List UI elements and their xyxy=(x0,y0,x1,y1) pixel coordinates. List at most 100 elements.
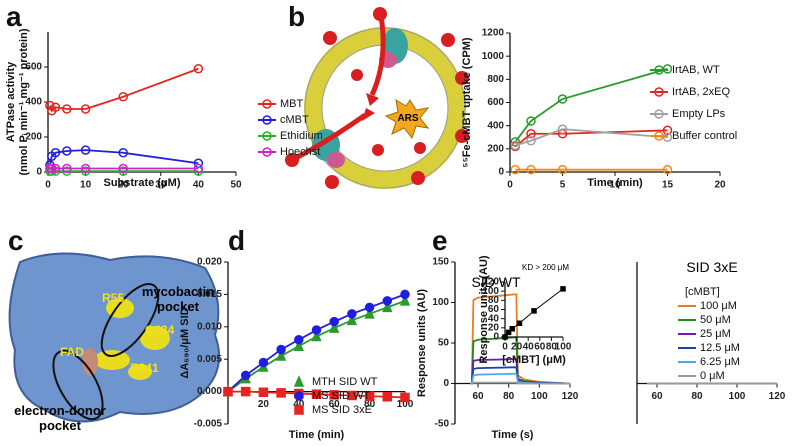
point xyxy=(47,163,57,174)
point xyxy=(329,316,339,327)
y-tick-label: 200 xyxy=(25,132,42,143)
point xyxy=(50,148,61,158)
legend-label: Empty LPs xyxy=(672,108,726,120)
point xyxy=(364,302,375,313)
x-tick-label: 40 xyxy=(523,342,535,353)
x-tick-label: 0 xyxy=(507,180,513,191)
y-tick-label: 0.010 xyxy=(197,321,222,332)
legend-label: Buffer control xyxy=(672,130,737,142)
panel-letter: e xyxy=(432,225,448,256)
point xyxy=(531,308,537,314)
legend-label: 50 μM xyxy=(700,314,731,326)
pocket-label: mycobactin xyxy=(142,284,214,299)
panel-letter: a xyxy=(6,1,22,32)
point xyxy=(516,320,523,326)
surface xyxy=(8,252,221,423)
x-tick-label: 0 xyxy=(502,342,508,353)
legend-label: IrtAB, 2xEQ xyxy=(672,86,731,98)
point xyxy=(526,129,536,139)
point xyxy=(240,386,251,397)
point xyxy=(80,145,91,155)
legend-label: Hoechst xyxy=(280,146,320,158)
y-tick-label: 600 xyxy=(25,62,42,73)
liposome-diagram: ARS xyxy=(285,7,469,189)
panel-letter: c xyxy=(8,225,24,256)
residue-patches xyxy=(94,298,170,380)
legend-marker xyxy=(262,147,272,157)
legend-label: Ethidium xyxy=(280,130,323,142)
point xyxy=(223,386,233,397)
point xyxy=(193,166,204,176)
transport-arrow xyxy=(369,15,386,97)
legend-marker xyxy=(294,391,304,401)
point xyxy=(509,326,515,332)
pocket-label: electron-donor xyxy=(14,403,106,418)
y-tick-label: 0 xyxy=(493,332,499,343)
y-tick-label: 600 xyxy=(487,97,504,108)
arrowhead xyxy=(362,108,375,121)
x-tick-label: 5 xyxy=(560,180,566,191)
x-tick-label: 80 xyxy=(546,342,558,353)
series-line xyxy=(514,129,668,148)
y-tick-label: 40 xyxy=(488,313,500,324)
point xyxy=(240,370,251,381)
pocket-label: pocket xyxy=(39,418,82,433)
series-line xyxy=(49,67,199,113)
panel-letter: d xyxy=(228,225,245,256)
point xyxy=(526,164,536,175)
y-tick-label: 400 xyxy=(25,97,42,108)
point xyxy=(62,104,72,114)
point xyxy=(118,148,128,158)
point xyxy=(62,163,72,174)
point xyxy=(557,124,568,134)
legend-marker xyxy=(293,375,305,387)
residue-label: R55 xyxy=(102,291,124,305)
point xyxy=(329,390,339,400)
y-axis-label: ATPase activity xyxy=(5,61,17,142)
point xyxy=(346,313,358,326)
y-tick-label: 50 xyxy=(438,338,450,349)
pocket-label: pocket xyxy=(157,299,200,314)
x-axis-label: Substrate (μM) xyxy=(103,177,180,189)
y-tick-label: 0.005 xyxy=(197,354,222,365)
x-tick-label: 30 xyxy=(155,180,167,191)
chart: -0.005 0.000 0.005 0.010 0.015 0.020 20 40 60 80 1… xyxy=(179,257,414,441)
point xyxy=(118,166,128,176)
arrowhead xyxy=(366,93,379,106)
panel-letter: b xyxy=(288,1,305,32)
series-line xyxy=(49,149,199,166)
legend-marker xyxy=(654,87,664,97)
chart-title: SID 3xE xyxy=(686,259,737,275)
x-tick-label: 60 xyxy=(472,391,484,402)
x-axis-label: [cMBT] (μM) xyxy=(502,354,566,366)
legend-label: 100 μM xyxy=(700,300,737,312)
chart: 0 200 400 600 0 10 20 30 40 50 Substrate (μM) ATPas… xyxy=(5,28,323,190)
x-tick-label: 40 xyxy=(193,180,205,191)
point xyxy=(50,163,61,174)
x-tick-label: 0 xyxy=(45,180,51,191)
protein-structure: R55 Q234 R241 FAD mycobactin pocket elec… xyxy=(8,252,221,433)
legend-label: IrtAB, WT xyxy=(672,64,720,76)
x-tick-label: 100 xyxy=(531,391,548,402)
point xyxy=(293,339,304,351)
x-tick-label: 20 xyxy=(258,399,270,410)
point xyxy=(662,125,673,136)
y-tick-label: 0.015 xyxy=(197,289,222,300)
residue-label: R241 xyxy=(130,361,159,375)
y-tick-label: 20 xyxy=(488,322,500,333)
point xyxy=(329,321,340,333)
point xyxy=(400,392,410,403)
x-tick-label: 60 xyxy=(651,391,663,402)
legend-marker xyxy=(654,131,664,141)
residue-label: FAD xyxy=(60,345,84,359)
legend-label: 25 μM xyxy=(700,328,731,340)
x-tick-label: 10 xyxy=(609,180,621,191)
y-tick-label: 400 xyxy=(487,120,504,131)
point xyxy=(382,300,393,313)
x-tick-label: 50 xyxy=(230,180,242,191)
legend-label: MS SID 3xE xyxy=(312,404,372,416)
legend-label: MBT xyxy=(280,98,304,110)
x-tick-label: 15 xyxy=(662,180,674,191)
point xyxy=(258,357,269,368)
point xyxy=(400,289,410,300)
